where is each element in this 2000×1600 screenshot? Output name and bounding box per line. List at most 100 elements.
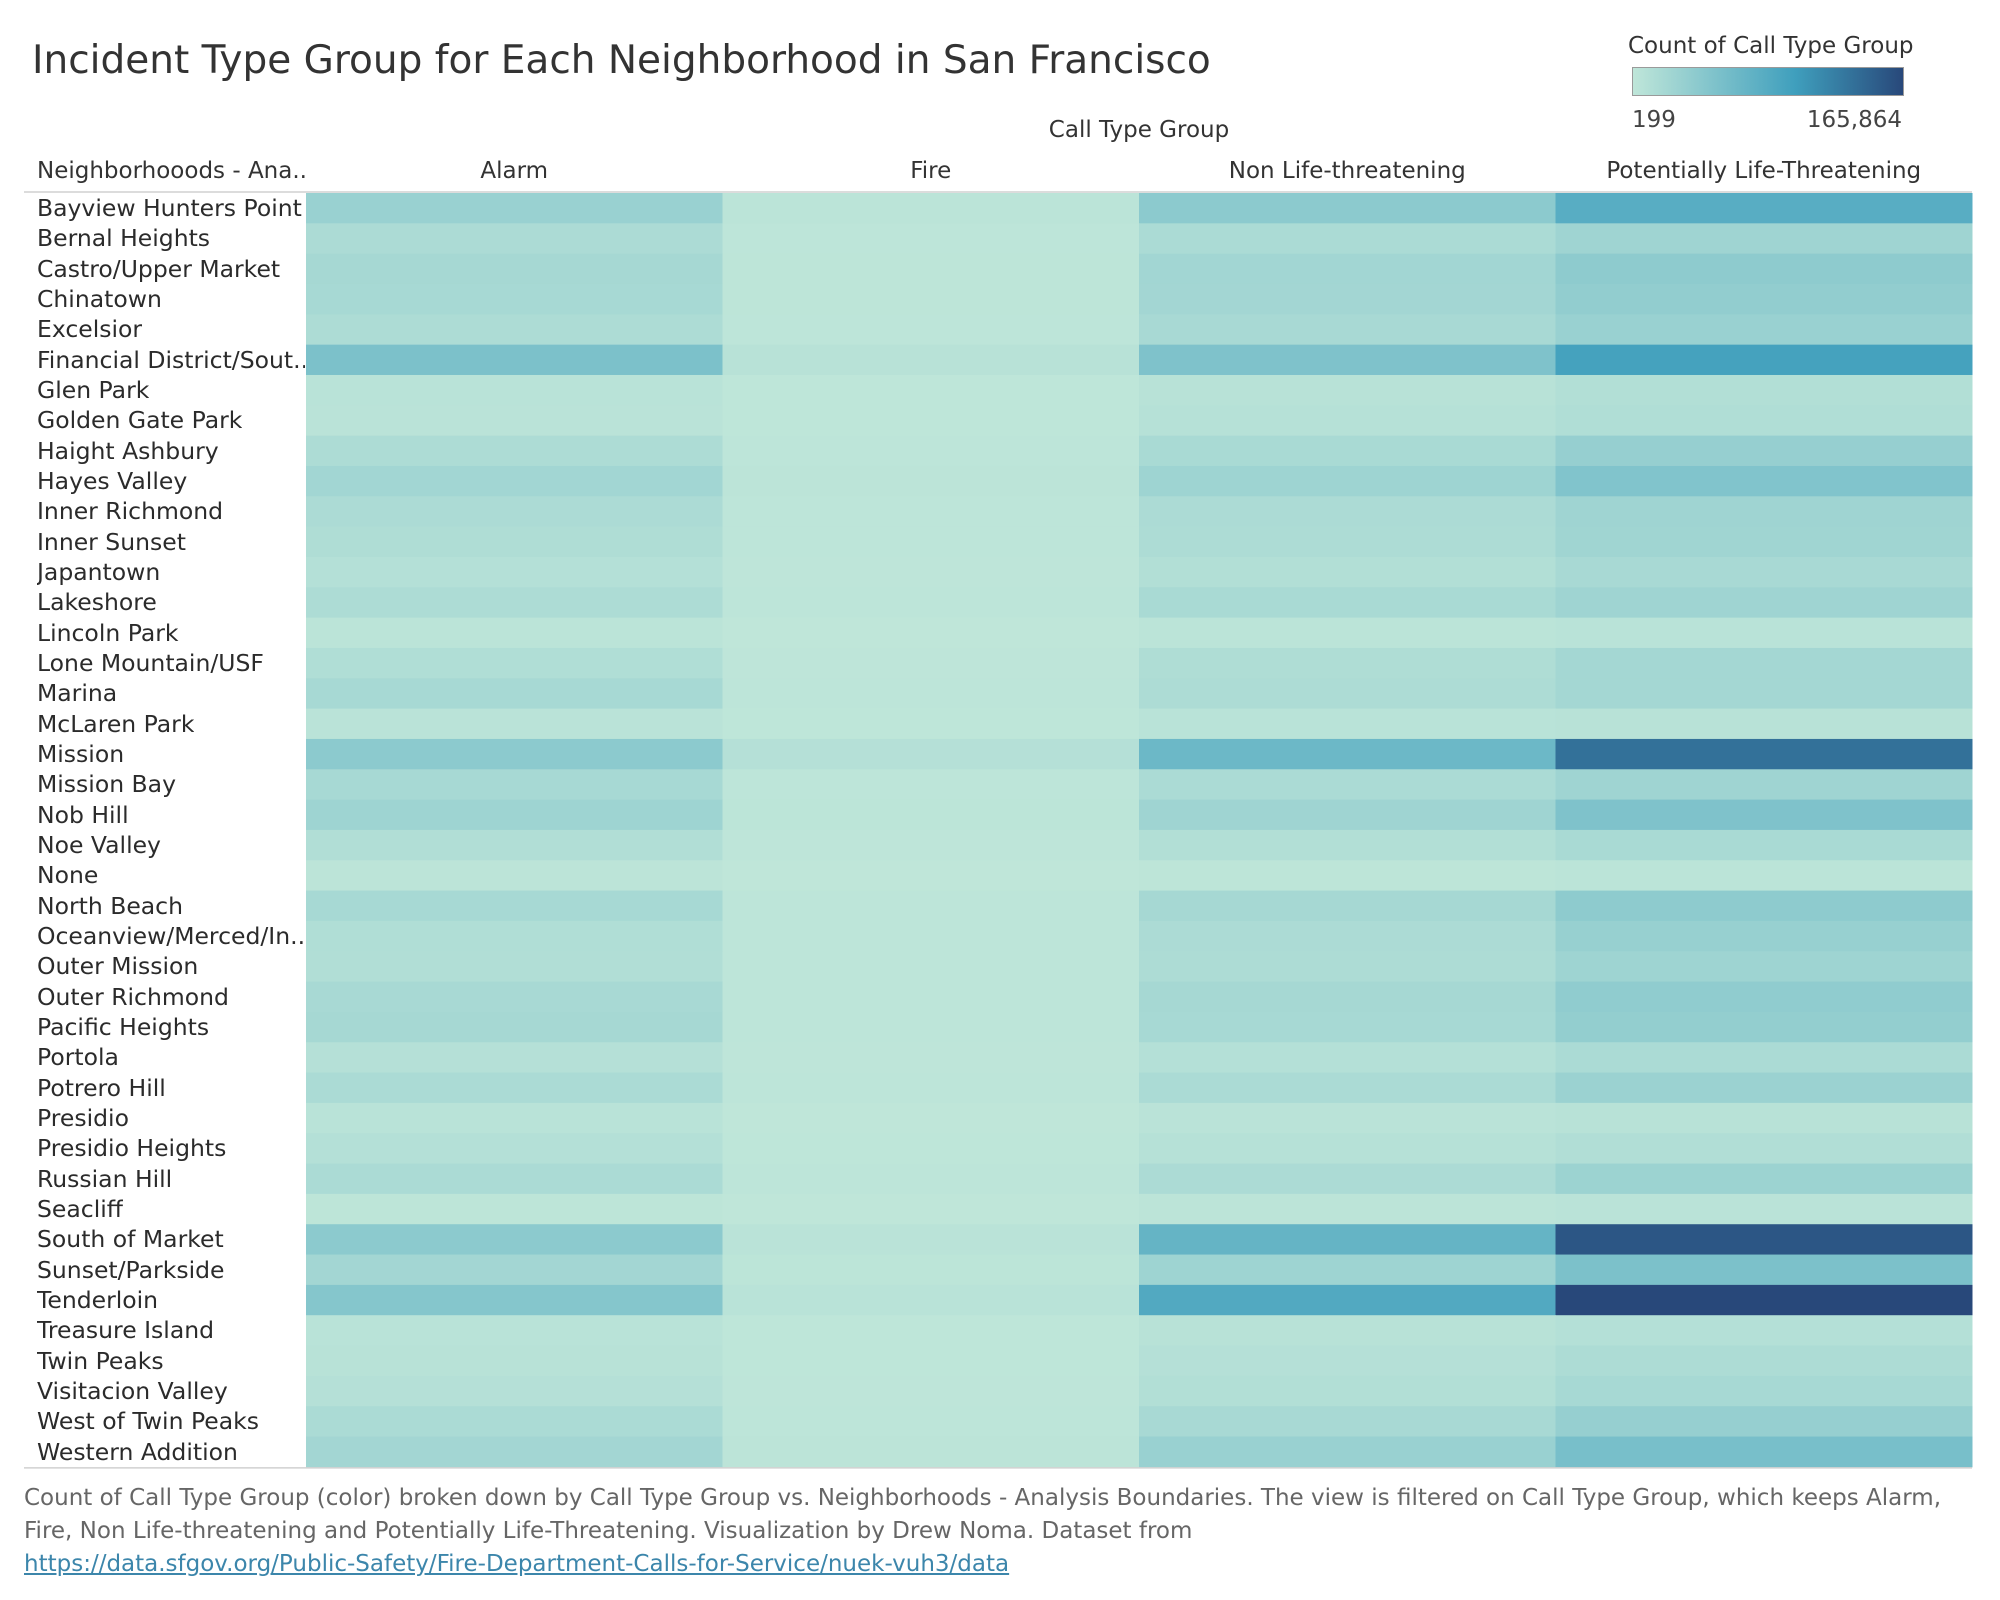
heatmap-cell [306,1284,723,1316]
heatmap-cell [306,920,723,952]
heatmap-cell [1555,1011,1973,1043]
row-label: Portola [37,1043,119,1072]
heatmap-cell [306,526,723,558]
heatmap-cell [1555,1406,1973,1438]
heatmap-cell [306,1406,723,1438]
heatmap-cell [722,1284,1140,1316]
heatmap-cell [306,1375,723,1407]
heatmap-cell [722,193,1140,224]
column-group-title: Call Type Group [1048,117,1230,143]
caption: Count of Call Type Group (color) broken … [24,1482,1984,1581]
heatmap-cell [1555,738,1973,770]
row-label: Financial District/Sout.. [37,345,305,374]
row-label: McLaren Park [37,709,195,738]
heatmap-cell [722,1224,1140,1256]
heatmap-cell [722,1315,1140,1347]
heatmap-cell [306,193,723,224]
heatmap-cell [1139,314,1556,346]
heatmap-cell [1555,647,1973,679]
heatmap-cell [1139,890,1556,922]
heatmap-cell [1555,708,1973,740]
heatmap-cell [1139,647,1556,679]
heatmap-cell [1139,678,1556,710]
heatmap-cell [1555,405,1973,437]
heatmap-cell [1139,1102,1556,1134]
heatmap-cell [722,1072,1140,1104]
row-label: North Beach [37,891,183,920]
heatmap-cell [306,708,723,740]
row-label: Hayes Valley [37,466,188,495]
heatmap-cell [1555,223,1973,255]
row-label: Nob Hill [37,800,129,829]
heatmap-cell [306,1315,723,1347]
row-label: Mission [37,739,125,768]
heatmap-cell [306,1133,723,1165]
row-label: Presidio Heights [37,1134,227,1163]
heatmap-cell [1139,1011,1556,1043]
heatmap-cell [722,1193,1140,1225]
row-label: Inner Richmond [37,497,224,526]
row-header: Neighborhooods - Ana.. [37,158,307,184]
heatmap-cell [1555,1224,1973,1256]
heatmap-cell [306,860,723,892]
heatmap-cell [1555,374,1973,406]
heatmap-cell [306,1224,723,1256]
heatmap-cell [1555,1284,1973,1316]
row-label: None [37,861,99,890]
heatmap-cell [1555,1315,1973,1347]
heatmap-cell [722,678,1140,710]
heatmap-cell [1139,769,1556,801]
heatmap-cell [722,920,1140,952]
heatmap-cell [1555,799,1973,831]
heatmap-cell [1555,587,1973,619]
heatmap-cell [1555,617,1973,649]
row-label: Seacliff [37,1194,123,1223]
row-label: Outer Mission [37,952,199,981]
heatmap-cell [306,1163,723,1195]
heatmap-cell [722,738,1140,770]
heatmap-cell [1139,951,1556,983]
heatmap-cell [306,1072,723,1104]
legend-max-label: 165,864 [1806,107,1902,133]
heatmap-cell [306,799,723,831]
row-label: Twin Peaks [37,1346,164,1375]
heatmap-cell [722,860,1140,892]
heatmap-cell [722,1375,1140,1407]
heatmap-cell [1139,1284,1556,1316]
heatmap-cell [1139,526,1556,558]
heatmap-cell [1555,1193,1973,1225]
heatmap-cell [1139,223,1556,255]
heatmap-cell [722,374,1140,406]
heatmap-cell [1139,344,1556,376]
heatmap-cell [306,647,723,679]
heatmap-cell [722,769,1140,801]
heatmap-cell [1139,981,1556,1013]
heatmap-cell [306,435,723,467]
column-header: Non Life-threatening [1228,158,1466,184]
dataset-link[interactable]: https://data.sfgov.org/Public-Safety/Fir… [24,1551,1010,1577]
heatmap-cell [306,496,723,528]
heatmap-cell [722,799,1140,831]
heatmap-cell [1555,435,1973,467]
row-label: Japantown [37,557,161,586]
heatmap-cell [1139,920,1556,952]
heatmap-cell [306,890,723,922]
heatmap-cell [1555,981,1973,1013]
heatmap-cell [722,435,1140,467]
row-label: Haight Ashbury [37,436,219,465]
heatmap-cell [306,556,723,588]
heatmap-cell [306,981,723,1013]
row-label: Treasure Island [37,1316,215,1345]
heatmap-cell [1555,920,1973,952]
heatmap-cell [1139,708,1556,740]
heatmap-cell [1555,1375,1973,1407]
heatmap-cell [1139,1345,1556,1377]
heatmap-cell [1139,193,1556,224]
heatmap-cell [306,1011,723,1043]
heatmap-cell [722,344,1140,376]
heatmap-cell [306,769,723,801]
heatmap-cell [1555,496,1973,528]
heatmap-cell [306,344,723,376]
heatmap-cell [1139,374,1556,406]
heatmap-cell [1555,526,1973,558]
